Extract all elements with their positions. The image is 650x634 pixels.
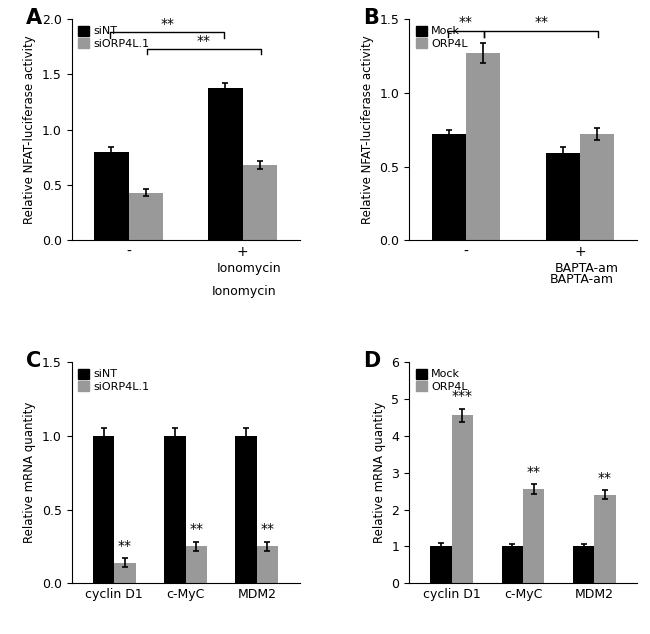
Text: **: ** [534,15,548,29]
X-axis label: Ionomycin: Ionomycin [217,262,281,275]
Legend: siNT, siORP4L.1: siNT, siORP4L.1 [77,25,151,50]
Bar [235,436,257,583]
Bar [502,547,523,583]
Text: Ionomycin: Ionomycin [212,285,277,297]
Bar [430,547,452,583]
X-axis label: BAPTA-am: BAPTA-am [555,262,619,275]
Y-axis label: Relative mRNA quantity: Relative mRNA quantity [372,402,385,543]
Text: ***: *** [452,389,473,403]
Bar [208,87,242,240]
Legend: Mock, ORP4L: Mock, ORP4L [415,25,469,50]
Bar [573,547,594,583]
Y-axis label: Relative NFAT-luciferase activity: Relative NFAT-luciferase activity [361,36,374,224]
Legend: siNT, siORP4L.1: siNT, siORP4L.1 [77,368,151,393]
Text: **: ** [189,522,203,536]
Bar [523,489,544,583]
Y-axis label: Relative mRNA quantity: Relative mRNA quantity [23,402,36,543]
Text: BAPTA-am: BAPTA-am [550,273,614,287]
Text: **: ** [598,471,612,485]
Legend: Mock, ORP4L: Mock, ORP4L [415,368,469,393]
Bar [546,153,580,240]
Bar [164,436,185,583]
Bar [242,165,277,240]
Text: **: ** [118,539,132,553]
Bar [129,193,162,240]
Bar [94,152,129,240]
Bar [257,547,278,583]
Bar [93,436,114,583]
Text: **: ** [197,34,211,48]
Bar [466,53,500,240]
Bar [114,562,136,583]
Text: D: D [363,351,381,371]
Bar [580,134,614,240]
Text: **: ** [526,465,541,479]
Bar [594,495,616,583]
Text: A: A [26,8,42,28]
Bar [452,415,473,583]
Text: **: ** [161,17,174,31]
Y-axis label: Relative NFAT-luciferase activity: Relative NFAT-luciferase activity [23,36,36,224]
Bar [432,134,466,240]
Bar [185,547,207,583]
Text: C: C [26,351,41,371]
Text: **: ** [261,522,274,536]
Text: B: B [363,8,379,28]
Text: **: ** [459,15,473,29]
